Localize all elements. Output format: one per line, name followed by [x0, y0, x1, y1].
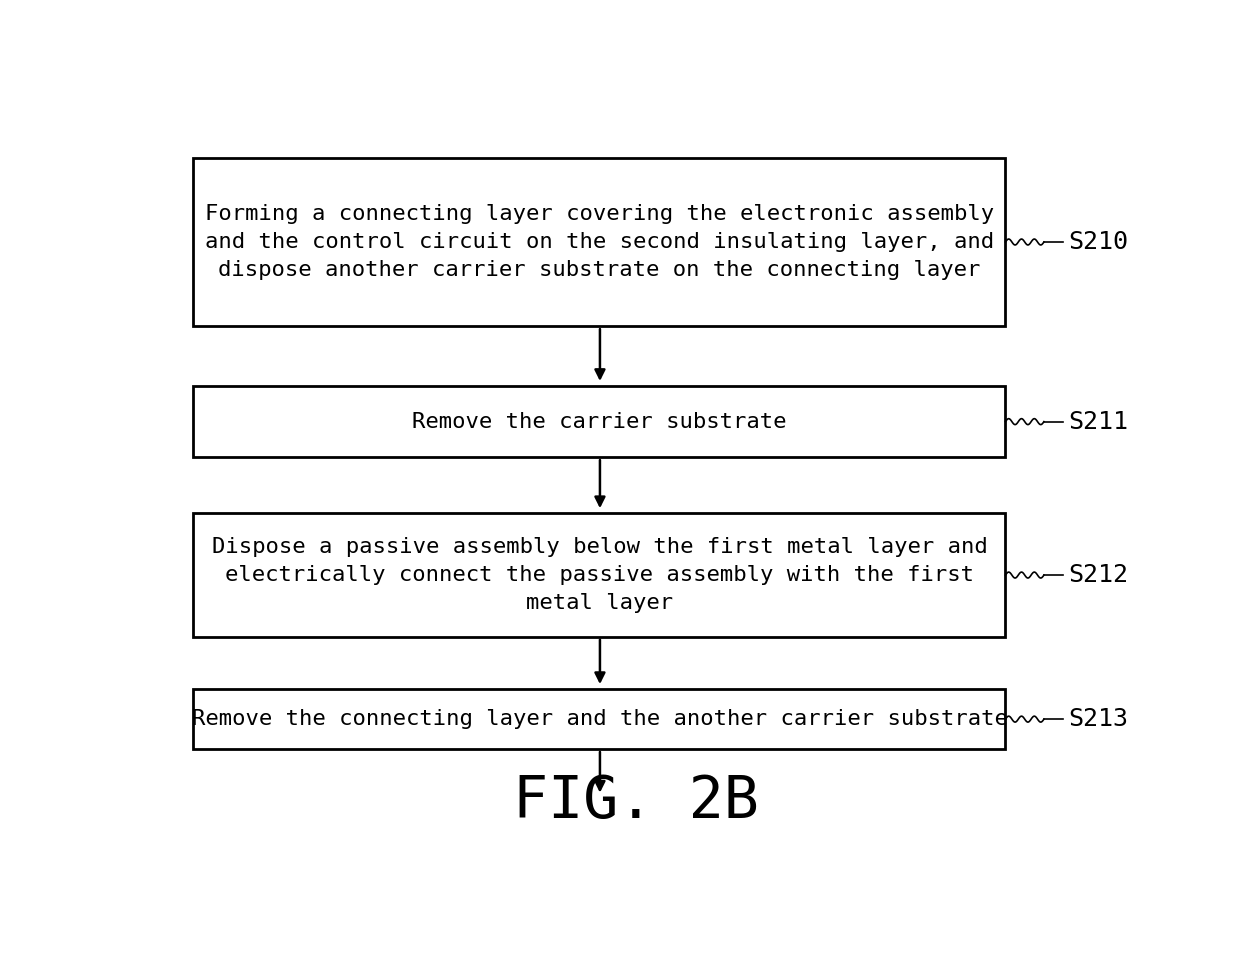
Bar	[193, 689, 1006, 749]
Text: Forming a connecting layer covering the electronic assembly
and the control circ: Forming a connecting layer covering the …	[205, 204, 994, 280]
Text: S210: S210	[1068, 230, 1128, 254]
Text: Remove the connecting layer and the another carrier substrate: Remove the connecting layer and the anot…	[191, 710, 1007, 729]
Text: Remove the carrier substrate: Remove the carrier substrate	[412, 411, 786, 432]
Bar	[193, 386, 1006, 457]
Text: S213: S213	[1068, 708, 1128, 731]
Text: Dispose a passive assembly below the first metal layer and
electrically connect : Dispose a passive assembly below the fir…	[212, 538, 987, 613]
Bar	[193, 513, 1006, 637]
Text: S212: S212	[1068, 563, 1128, 587]
Text: FIG. 2B: FIG. 2B	[512, 773, 759, 830]
Bar	[193, 157, 1006, 327]
Text: S211: S211	[1068, 409, 1128, 434]
